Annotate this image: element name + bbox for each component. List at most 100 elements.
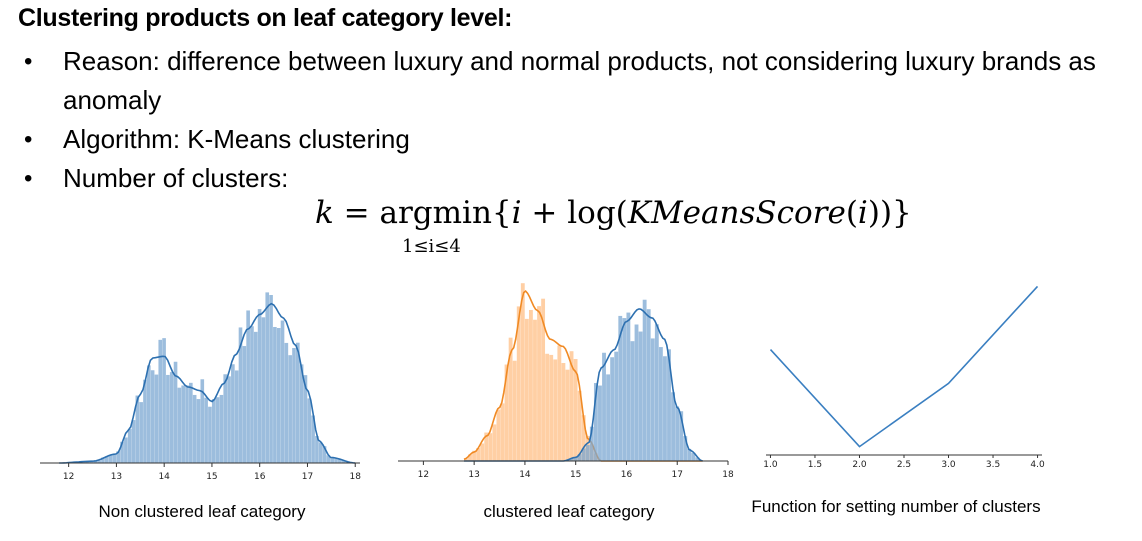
histogram-bar: [292, 348, 296, 463]
histogram-bar: [569, 458, 574, 461]
x-tick-label: 3.0: [941, 460, 956, 470]
histogram-bar: [541, 298, 546, 461]
histogram-bar: [585, 445, 590, 461]
histogram-bar: [508, 337, 513, 461]
histogram-bar: [338, 459, 342, 463]
histogram-bar: [131, 420, 136, 463]
histogram-bar: [116, 451, 121, 463]
histogram-bar: [573, 457, 578, 461]
histogram-bar: [246, 310, 250, 463]
histogram-bar: [273, 326, 277, 463]
histogram-bar: [89, 461, 94, 463]
slide-title: Clustering products on leaf category lev…: [18, 4, 513, 32]
histogram-non-clustered-svg: 12 13 14 15 16 17 18: [40, 292, 361, 482]
histogram-bar: [146, 365, 151, 463]
histogram-bar: [500, 403, 505, 461]
histogram-bar: [654, 324, 659, 461]
histogram-bar: [307, 398, 312, 463]
histogram-bar: [250, 326, 254, 463]
kde-line: [59, 302, 356, 464]
histogram-bar: [573, 359, 578, 461]
histogram-bar: [211, 399, 216, 463]
histogram-bar: [120, 441, 124, 463]
histogram-bar: [512, 360, 517, 461]
histogram-bar: [276, 328, 281, 463]
histogram-bar: [101, 457, 105, 463]
histogram-bar: [227, 376, 231, 463]
histogram-bar: [296, 342, 300, 463]
histogram-bar: [192, 394, 197, 463]
histogram-bar: [464, 458, 468, 461]
histogram-bar: [234, 370, 239, 463]
histogram-bar: [687, 448, 692, 461]
bullet-algorithm: • Algorithm: K-Means clustering: [18, 120, 1133, 159]
histogram-bar: [646, 309, 651, 461]
histogram-bar: [104, 456, 109, 463]
series-line: [769, 285, 1039, 448]
histogram-bar: [630, 341, 635, 461]
histogram-bar: [303, 375, 308, 463]
histogram-bar: [189, 382, 193, 463]
histogram-bar: [561, 363, 566, 461]
bullet-dot-icon: •: [24, 48, 33, 75]
histogram-bar: [516, 306, 521, 461]
histogram-bar: [663, 356, 667, 461]
histogram-bar: [82, 461, 86, 463]
histogram-bar: [253, 331, 258, 463]
histogram-non-clustered: 12 13 14 15 16 17 18: [40, 270, 361, 500]
formula: k = argmin{i + log(KMeansScore(i))} 1≤i≤…: [315, 195, 912, 257]
histogram-bar: [484, 432, 489, 461]
x-tick-label: 1.0: [763, 460, 778, 470]
histogram-bar: [288, 355, 292, 463]
bullet-text: Number of clusters:: [63, 163, 289, 193]
histogram-bar: [154, 374, 159, 463]
formula-close: ))}: [867, 195, 912, 231]
histogram-bar: [127, 428, 132, 463]
histogram-bar: [341, 460, 346, 463]
x-tick-label: 3.5: [986, 460, 1000, 470]
histogram-bar: [602, 352, 606, 461]
histogram-bar: [695, 457, 700, 461]
bullet-dot-icon: •: [24, 126, 33, 153]
histogram-bar: [257, 309, 262, 463]
x-tick-label: 14: [158, 472, 170, 482]
histogram-bar: [671, 392, 675, 461]
histogram-bar: [311, 415, 315, 463]
histogram-bar: [166, 374, 170, 463]
bullet-text: Algorithm: K-Means clustering: [63, 124, 410, 154]
histogram-bar: [480, 443, 485, 461]
formula-arg: i: [857, 195, 868, 231]
histogram-bar: [577, 390, 582, 461]
histogram-bar: [553, 359, 558, 461]
x-tick-label: 17: [672, 470, 683, 480]
histogram-bar: [315, 436, 319, 463]
x-tick-label: 2.0: [852, 460, 867, 470]
histogram-bar: [533, 319, 537, 461]
histogram-bar: [658, 347, 663, 461]
formula-brace: {: [491, 195, 512, 231]
histogram-bar: [638, 331, 643, 461]
formula-log: + log(: [521, 195, 628, 231]
histogram-bar: [326, 455, 331, 463]
bullet-text: Reason: difference between luxury and no…: [63, 46, 1096, 115]
histogram-bar: [610, 357, 615, 461]
histogram-bar: [150, 370, 155, 463]
histogram-bar: [618, 315, 623, 461]
histogram-bar: [269, 295, 273, 463]
histogram-bar: [691, 452, 696, 461]
formula-paren: (: [845, 195, 858, 231]
histogram-bar: [524, 318, 529, 461]
histogram-bar: [169, 372, 174, 463]
histogram-bar: [204, 397, 208, 463]
histogram-bar: [223, 374, 228, 463]
histogram-bar: [299, 364, 304, 463]
histogram-bar: [606, 374, 611, 461]
bullet-reason: • Reason: difference between luxury and …: [18, 42, 1133, 120]
histogram-bar: [589, 426, 594, 461]
x-tick-label: 16: [254, 472, 266, 482]
histogram-series-0: [463, 283, 703, 462]
histogram-clustered-svg: 12 13 14 15 16 17 18: [398, 283, 734, 480]
histogram-bar: [472, 450, 476, 461]
histogram-bar: [565, 369, 570, 461]
histogram-bar: [231, 364, 235, 463]
